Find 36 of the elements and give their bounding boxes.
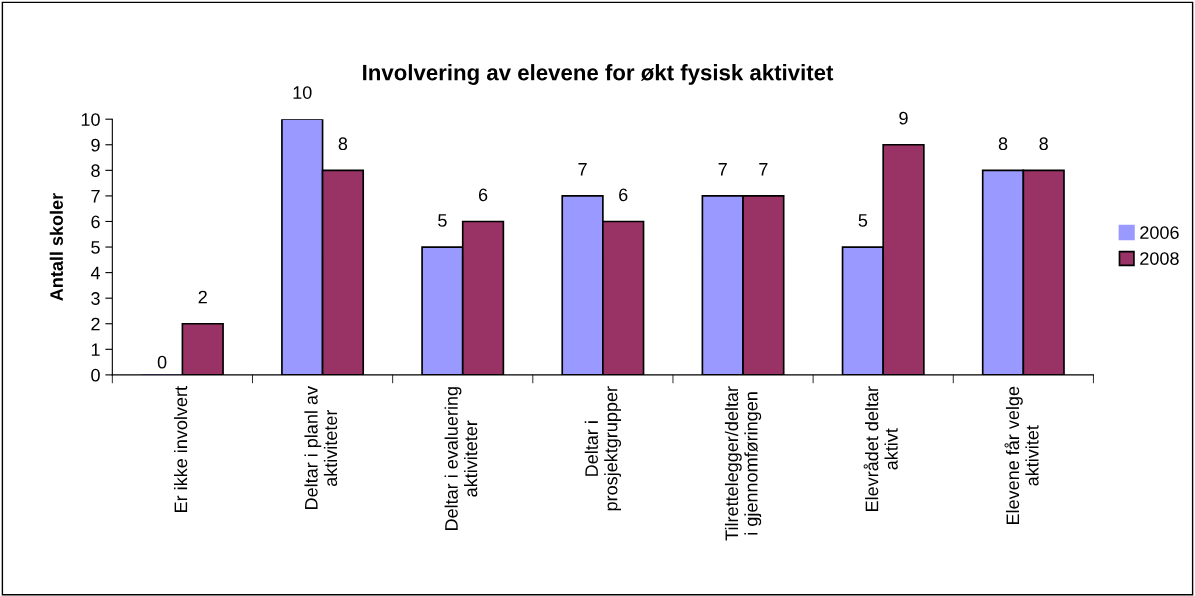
data-label: 0 bbox=[157, 355, 167, 369]
x-tick-label: Deltar i evaluering aktiviteter bbox=[444, 387, 478, 531]
data-label: 6 bbox=[478, 188, 488, 202]
data-label: 7 bbox=[759, 163, 768, 176]
y-tick-label: 8 bbox=[91, 164, 100, 178]
data-label: 5 bbox=[438, 214, 447, 227]
x-tick-label: Deltar i prosjektgrupper bbox=[584, 386, 622, 511]
x-tick-label: Elevene får velge aktivitet bbox=[1004, 386, 1039, 525]
y-tick-label: 1 bbox=[91, 343, 100, 356]
y-tick-label: 9 bbox=[91, 138, 100, 152]
data-label: 8 bbox=[998, 137, 1008, 151]
data-label: 8 bbox=[338, 137, 348, 151]
y-tick-label: 2 bbox=[91, 317, 100, 331]
x-tick-label: Er ikke involvert bbox=[173, 386, 188, 512]
legend-label: 2006 bbox=[1140, 226, 1179, 239]
data-label: 2 bbox=[198, 290, 207, 304]
y-tick-label: 10 bbox=[81, 113, 100, 126]
y-tick-label: 6 bbox=[91, 215, 100, 229]
data-label: 8 bbox=[1039, 137, 1048, 151]
x-tick-label: Elevrådet deltar aktivt bbox=[863, 386, 898, 511]
legend-label: 2008 bbox=[1140, 252, 1179, 265]
y-tick-label: 3 bbox=[91, 292, 100, 305]
y-tick-label: 4 bbox=[90, 266, 100, 280]
data-label: 6 bbox=[619, 188, 628, 202]
data-label: 7 bbox=[718, 163, 727, 176]
data-label: 9 bbox=[899, 111, 908, 125]
y-tick-label: 5 bbox=[91, 241, 100, 254]
data-label: 5 bbox=[858, 214, 868, 227]
y-tick-label: 7 bbox=[91, 190, 100, 203]
data-label: 10 bbox=[293, 86, 312, 99]
data-label: 7 bbox=[578, 163, 587, 176]
y-axis-title: Antall skoler bbox=[49, 193, 63, 301]
y-tick-label: 0 bbox=[91, 368, 100, 382]
chart-title: Involvering av elevene for økt fysisk aktivitet bbox=[363, 64, 834, 85]
x-tick-label: Deltar i planl av aktiviteter bbox=[304, 386, 338, 509]
x-tick-label: Tilrettelegger/deltar i gjennomføringen bbox=[724, 386, 762, 541]
